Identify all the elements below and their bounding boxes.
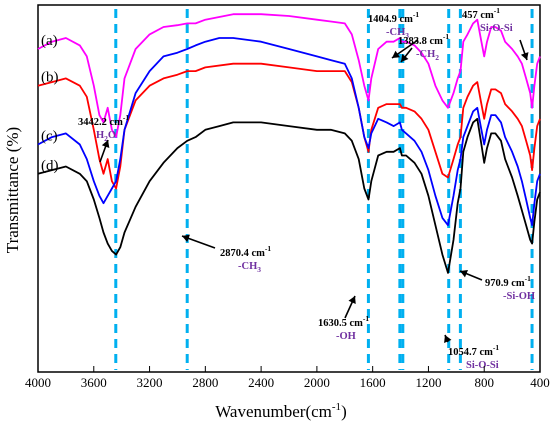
series-line-2: [37, 62, 541, 190]
series-line-4: [37, 117, 541, 274]
annotation-arrow-head: [401, 54, 409, 62]
annotation-value: 2870.4 cm-1: [220, 244, 271, 259]
annotation-arrow-head: [520, 52, 529, 60]
plot-border: [37, 4, 541, 373]
annotation-value: 1404.9 cm-1: [368, 10, 419, 25]
series-line-1: [37, 13, 541, 138]
annotation-group-text: Si-O-Si: [480, 23, 513, 34]
y-axis-title: Transmittance (%): [3, 127, 22, 253]
annotation-arrow-head: [392, 50, 401, 58]
series-line-3: [37, 37, 541, 227]
x-tick-label: 400: [530, 375, 550, 390]
annotation-group: Si-O-Si: [480, 23, 513, 34]
x-axis-ticks: 4000 3600 3200 2800 2400 2000 1600 1200 800 400: [25, 366, 550, 390]
curve-label: (d): [41, 158, 59, 174]
plot-frame: [37, 4, 541, 373]
spectrum-series: [37, 13, 541, 274]
annotation-value: 1383.8 cm-1: [398, 32, 449, 47]
peak-marker-lines: [114, 9, 534, 370]
annotation-group-text: -OH: [336, 331, 356, 342]
x-tick-label: 4000: [25, 375, 51, 390]
annotation-group-sub: 2: [435, 53, 439, 62]
x-axis-title: Wavenumber(cm-1): [215, 401, 346, 421]
annotation-group: -CH3: [386, 27, 409, 40]
annotation-value-text: 3442.2 cm: [78, 117, 123, 128]
curve-label: (a): [41, 33, 58, 49]
x-tick-label: 2800: [192, 375, 218, 390]
annotation-value-text: 1054.7 cm: [448, 347, 493, 358]
annotation-value-text: 970.9 cm: [485, 278, 525, 289]
annotation-value-text: 1630.5 cm: [318, 318, 363, 329]
annotation-group-text: -Si-OH: [503, 291, 535, 302]
annotation-group-sub: 3: [257, 265, 261, 274]
x-tick-label: 800: [474, 375, 494, 390]
annotation-value-text: 1383.8 cm: [398, 36, 443, 47]
annotation-group: -CH2: [416, 49, 439, 62]
annotation-group-sub: 2: [104, 134, 108, 143]
annotation-group-text: -CH: [416, 49, 435, 60]
x-tick-label: 1200: [415, 375, 441, 390]
x-axis-title-sup: -1: [332, 401, 341, 413]
curve-labels: (a) (b) (c) (d): [41, 33, 59, 174]
x-axis-title-close: ): [341, 402, 347, 421]
annotation-group: H2O: [96, 130, 116, 143]
annotation-group: -CH3: [238, 261, 261, 274]
annotation-value: 457 cm-1: [462, 6, 500, 21]
annotation-value-sup: -1: [493, 343, 499, 352]
annotation-group: Si-O-Si: [466, 360, 499, 371]
annotation-value: 1054.7 cm-1: [448, 343, 499, 358]
x-tick-label: 3200: [137, 375, 163, 390]
curve-label: (b): [41, 70, 59, 86]
annotation-value-sup: -1: [443, 32, 449, 41]
annotation-arrow-head: [182, 234, 190, 243]
annotation-value: 970.9 cm-1: [485, 274, 531, 289]
annotation-value-text: 1404.9 cm: [368, 14, 413, 25]
annotation-value: 1630.5 cm-1: [318, 314, 369, 329]
annotation-value-sup: -1: [413, 10, 419, 19]
x-tick-label: 1600: [360, 375, 386, 390]
annotation-arrow-head: [101, 140, 110, 148]
annotation-group-text: H: [96, 130, 104, 141]
annotation-group-text: -CH: [238, 261, 257, 272]
annotation-arrow-head: [348, 296, 356, 305]
annotation-value-text: 2870.4 cm: [220, 248, 265, 259]
annotation-value-sup: -1: [494, 6, 500, 15]
annotation-value-sup: -1: [525, 274, 531, 283]
x-tick-label: 3600: [81, 375, 107, 390]
annotation-value-sup: -1: [123, 113, 129, 122]
annotation-group-tail: O: [108, 130, 116, 141]
annotation-group-text: Si-O-Si: [466, 360, 499, 371]
x-axis-title-main: Wavenumber(cm: [215, 402, 332, 421]
annotation-value-text: 457 cm: [462, 10, 494, 21]
annotation-group-text: -CH: [386, 27, 405, 38]
annotation-value-sup: -1: [363, 314, 369, 323]
annotation-arrow-head: [460, 269, 468, 278]
annotation-group-sub: 3: [405, 31, 409, 40]
curve-label: (c): [41, 128, 58, 144]
annotation-value-sup: -1: [265, 244, 271, 253]
x-tick-label: 2000: [304, 375, 330, 390]
x-tick-label: 2400: [248, 375, 274, 390]
annotation-group: -Si-OH: [503, 291, 535, 302]
annotation-value: 3442.2 cm-1: [78, 113, 129, 128]
annotation-group: -OH: [336, 331, 356, 342]
annotation-arrow-head: [444, 335, 452, 344]
